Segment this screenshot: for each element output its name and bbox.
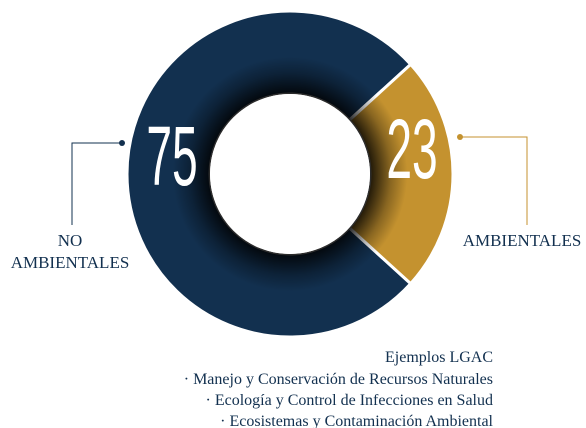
leader-line <box>460 136 528 225</box>
category-label: AMBIENTALES <box>463 231 582 250</box>
leader-dot <box>119 140 125 146</box>
leader-dot <box>457 134 463 140</box>
note-item: · Ecología y Control de Infecciones en S… <box>206 392 493 409</box>
donut-hole <box>210 94 370 254</box>
value-label: 75 <box>146 111 197 204</box>
leader-line <box>71 142 122 225</box>
note-title: Ejemplos LGAC <box>385 349 493 366</box>
value-label: 23 <box>386 104 437 197</box>
category-label: NO AMBIENTALES <box>11 231 130 272</box>
note-item: · Manejo y Conservación de Recursos Natu… <box>184 371 493 388</box>
note-item: · Ecosistemas y Contaminación Ambiental <box>220 413 493 428</box>
